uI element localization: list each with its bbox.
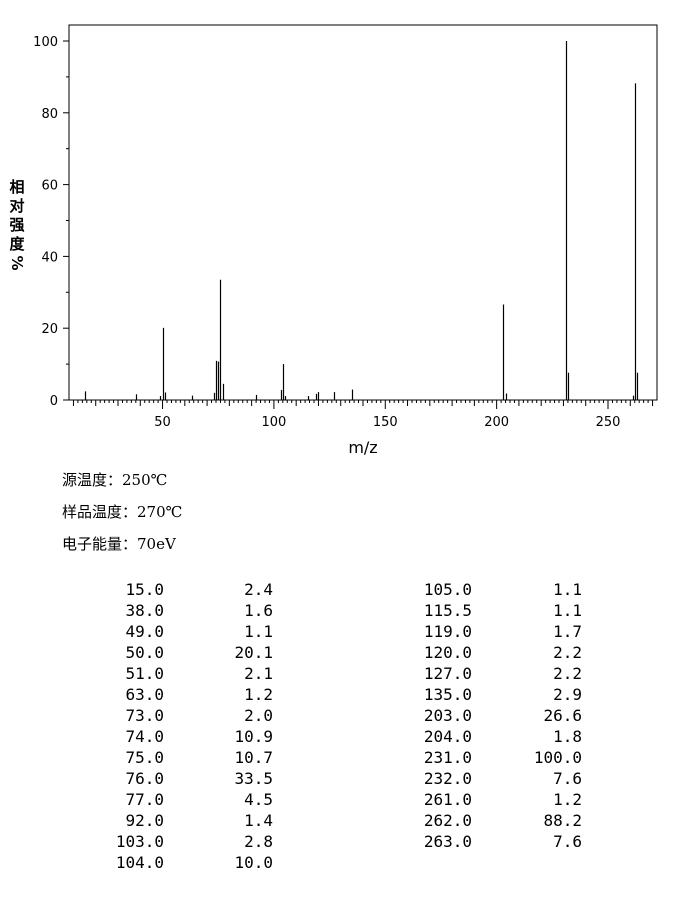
x-tick-label: 150 bbox=[373, 415, 398, 430]
x-axis-title: m/z bbox=[348, 438, 377, 457]
y-axis-title-char: 对 bbox=[9, 197, 24, 215]
y-tick-label: 100 bbox=[33, 35, 58, 50]
intensity-value: 4.5 bbox=[244, 790, 273, 809]
mz-value: 103.0 bbox=[115, 832, 164, 851]
intensity-value: 88.2 bbox=[543, 811, 582, 830]
mz-value: 51.0 bbox=[125, 664, 164, 683]
intensity-value: 10.9 bbox=[234, 727, 273, 746]
mz-value: 261.0 bbox=[423, 790, 472, 809]
y-axis-title-char: 度 bbox=[9, 235, 25, 253]
intensity-value: 2.8 bbox=[244, 832, 273, 851]
mz-value: 50.0 bbox=[125, 643, 164, 662]
y-axis: 0 20 40 60 80 100 bbox=[33, 35, 69, 409]
intensity-value: 26.6 bbox=[543, 706, 582, 725]
mz-value: 204.0 bbox=[423, 727, 472, 746]
mz-value: 127.0 bbox=[423, 664, 472, 683]
x-tick-label: 100 bbox=[261, 415, 286, 430]
mz-value: 263.0 bbox=[423, 832, 472, 851]
mz-value: 104.0 bbox=[115, 853, 164, 872]
intensity-value: 100.0 bbox=[533, 748, 582, 767]
mz-value: 115.5 bbox=[423, 601, 472, 620]
intensity-value: 2.2 bbox=[553, 664, 582, 683]
intensity-value: 1.2 bbox=[553, 790, 582, 809]
mz-value: 92.0 bbox=[125, 811, 164, 830]
y-tick-label: 60 bbox=[41, 179, 58, 194]
intensity-value: 33.5 bbox=[234, 769, 273, 788]
x-tick-label: 200 bbox=[484, 415, 509, 430]
intensity-value: 1.4 bbox=[244, 811, 273, 830]
mz-value: 74.0 bbox=[125, 727, 164, 746]
x-tick-label: 50 bbox=[154, 415, 171, 430]
intensity-value: 20.1 bbox=[234, 643, 273, 662]
intensity-value: 1.1 bbox=[553, 580, 582, 599]
intensity-value: 10.0 bbox=[234, 853, 273, 872]
intensity-value: 1.7 bbox=[553, 622, 582, 641]
intensity-value: 1.1 bbox=[553, 601, 582, 620]
intensity-value: 7.6 bbox=[553, 832, 582, 851]
plot-frame bbox=[68, 24, 658, 401]
intensity-value: 1.1 bbox=[244, 622, 273, 641]
intensity-value: 2.9 bbox=[553, 685, 582, 704]
mz-value: 73.0 bbox=[125, 706, 164, 725]
y-tick-label: 40 bbox=[41, 250, 58, 265]
mz-value: 76.0 bbox=[125, 769, 164, 788]
mz-value: 203.0 bbox=[423, 706, 472, 725]
y-tick-label: 0 bbox=[50, 394, 58, 409]
intensity-value: 2.1 bbox=[244, 664, 273, 683]
intensity-value: 1.8 bbox=[553, 727, 582, 746]
mz-value: 231.0 bbox=[423, 748, 472, 767]
mz-value: 119.0 bbox=[423, 622, 472, 641]
mz-value: 49.0 bbox=[125, 622, 164, 641]
mz-value: 15.0 bbox=[125, 580, 164, 599]
mz-value: 77.0 bbox=[125, 790, 164, 809]
mz-value: 75.0 bbox=[125, 748, 164, 767]
intensity-value: 2.0 bbox=[244, 706, 273, 725]
intensity-value: 7.6 bbox=[553, 769, 582, 788]
y-tick-label: 80 bbox=[41, 107, 58, 122]
y-axis-title-char: 强 bbox=[9, 216, 24, 234]
x-axis: 50 100 150 200 250 bbox=[72, 400, 654, 430]
mz-value: 63.0 bbox=[125, 685, 164, 704]
y-axis-title-char: 相 bbox=[9, 178, 24, 196]
x-tick-label: 250 bbox=[596, 415, 621, 430]
y-tick-label: 20 bbox=[41, 322, 58, 337]
mz-value: 232.0 bbox=[423, 769, 472, 788]
intensity-value: 2.2 bbox=[553, 643, 582, 662]
electron-energy: 电子能量：70eV bbox=[62, 535, 176, 553]
mz-value: 135.0 bbox=[423, 685, 472, 704]
intensity-value: 2.4 bbox=[244, 580, 273, 599]
mz-value: 120.0 bbox=[423, 643, 472, 662]
spectrum-peaks bbox=[84, 41, 639, 400]
intensity-value: 1.2 bbox=[244, 685, 273, 704]
mz-value: 105.0 bbox=[423, 580, 472, 599]
intensity-value: 10.7 bbox=[234, 748, 273, 767]
mz-value: 38.0 bbox=[125, 601, 164, 620]
sample-temperature: 样品温度：270℃ bbox=[62, 503, 183, 521]
y-axis-title-char: % bbox=[8, 255, 26, 270]
intensity-value: 1.6 bbox=[244, 601, 273, 620]
mz-value: 262.0 bbox=[423, 811, 472, 830]
source-temperature: 源温度：250℃ bbox=[62, 471, 168, 489]
